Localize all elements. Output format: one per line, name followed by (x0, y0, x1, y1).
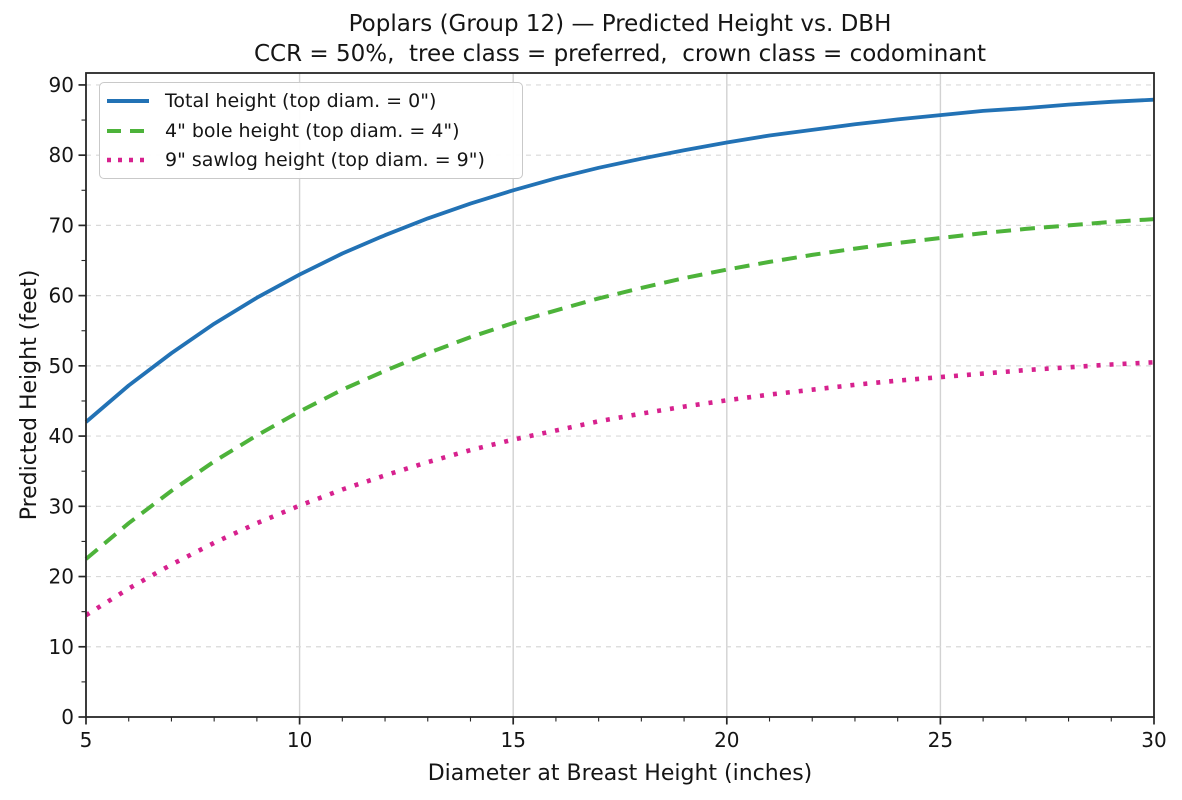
legend-label: 4" bole height (top diam. = 4") (165, 119, 460, 142)
axes-spines (85, 72, 1155, 718)
y-tick-label: 20 (49, 565, 74, 589)
y-tick-label: 10 (49, 635, 74, 659)
dotted-line-swatch-icon (107, 157, 149, 163)
x-tick-label: 15 (500, 728, 525, 752)
y-tick-label: 90 (49, 73, 74, 97)
legend-item-bole-height: 4" bole height (top diam. = 4") (107, 116, 512, 146)
x-tick-label: 30 (1141, 728, 1166, 752)
y-tick-label: 60 (49, 284, 74, 308)
x-axis-label: Diameter at Breast Height (inches) (428, 761, 813, 786)
legend-label: 9" sawlog height (top diam. = 9") (165, 149, 485, 172)
x-tick-label: 25 (928, 728, 953, 752)
gridlines (86, 73, 1154, 717)
y-tick-label: 30 (49, 494, 74, 518)
legend: Total height (top diam. = 0") 4" bole he… (99, 82, 523, 179)
chart-subtitle: CCR = 50%, tree class = preferred, crown… (254, 41, 986, 67)
chart-title: Poplars (Group 12) — Predicted Height vs… (349, 11, 892, 37)
x-tick-label: 5 (80, 728, 93, 752)
y-tick-label: 0 (61, 705, 74, 729)
series-curve (84, 360, 1155, 618)
axis-ticks (78, 84, 1155, 725)
y-tick-label: 40 (49, 424, 74, 448)
legend-label: Total height (top diam. = 0") (165, 89, 437, 112)
y-tick-label: 80 (49, 143, 74, 167)
series-curve (84, 97, 1155, 424)
x-tick-label: 10 (287, 728, 312, 752)
solid-line-swatch-icon (107, 98, 149, 103)
y-axis-label: Predicted Height (feet) (17, 270, 42, 521)
y-tick-label: 50 (49, 354, 74, 378)
legend-item-total-height: Total height (top diam. = 0") (107, 86, 512, 116)
y-tick-label: 70 (49, 213, 74, 237)
tick-labels: 5 10 15 20 25 30 0 10 20 30 40 50 60 70 80 90 (49, 73, 1167, 752)
plot-border (85, 72, 1155, 718)
series-curve (84, 217, 1155, 561)
series-curves (84, 97, 1155, 618)
dashed-line-swatch-icon (107, 128, 149, 133)
legend-item-sawlog-height: 9" sawlog height (top diam. = 9") (107, 145, 512, 175)
x-tick-label: 20 (714, 728, 739, 752)
